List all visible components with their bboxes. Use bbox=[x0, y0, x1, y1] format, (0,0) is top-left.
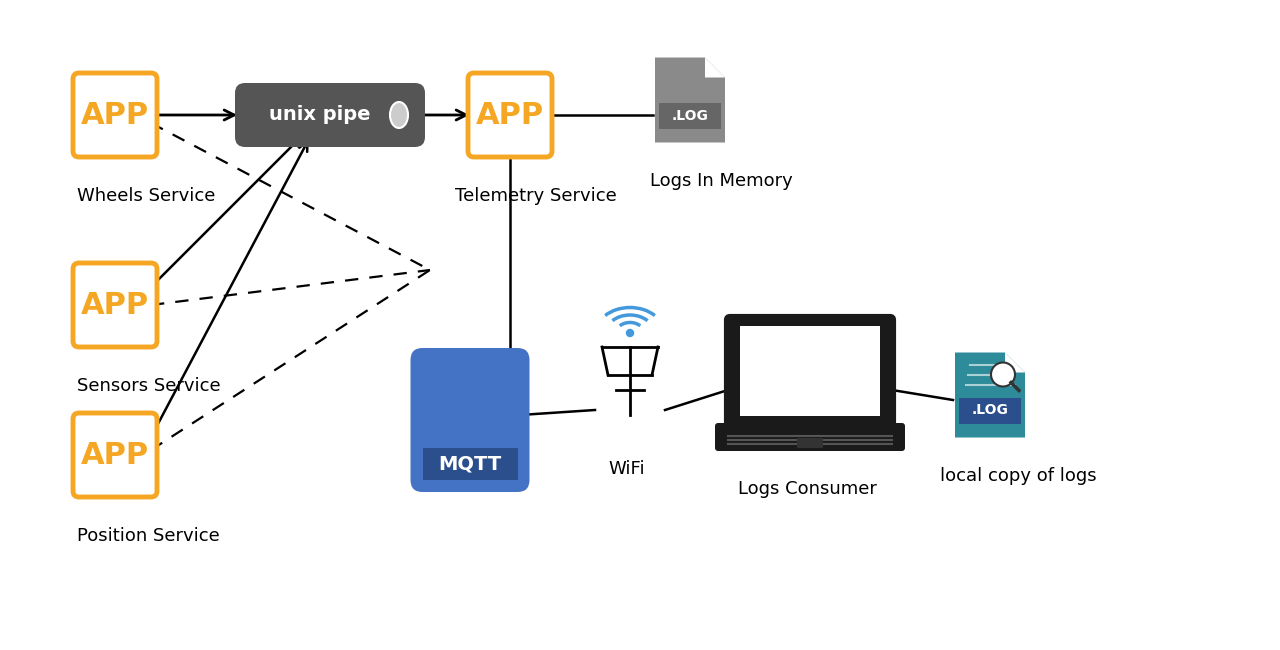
FancyBboxPatch shape bbox=[236, 83, 425, 147]
Polygon shape bbox=[655, 57, 724, 142]
Text: APP: APP bbox=[81, 101, 148, 129]
FancyBboxPatch shape bbox=[73, 263, 157, 347]
Text: Wheels Service: Wheels Service bbox=[77, 187, 215, 205]
Text: APP: APP bbox=[476, 101, 544, 129]
Text: .LOG: .LOG bbox=[972, 404, 1009, 417]
FancyBboxPatch shape bbox=[726, 316, 893, 434]
Text: Logs Consumer: Logs Consumer bbox=[739, 480, 877, 498]
Circle shape bbox=[626, 330, 634, 337]
Ellipse shape bbox=[390, 102, 408, 128]
FancyBboxPatch shape bbox=[411, 348, 530, 492]
Polygon shape bbox=[955, 352, 1025, 437]
FancyBboxPatch shape bbox=[422, 448, 517, 480]
Circle shape bbox=[991, 363, 1015, 387]
Text: Sensors Service: Sensors Service bbox=[77, 377, 220, 395]
Text: Logs In Memory: Logs In Memory bbox=[650, 172, 792, 190]
Text: APP: APP bbox=[81, 291, 148, 320]
Text: MQTT: MQTT bbox=[438, 454, 502, 473]
FancyBboxPatch shape bbox=[959, 398, 1021, 424]
Text: Telemetry Service: Telemetry Service bbox=[454, 187, 617, 205]
Text: Position Service: Position Service bbox=[77, 527, 220, 545]
FancyBboxPatch shape bbox=[468, 73, 552, 157]
Text: APP: APP bbox=[81, 441, 148, 469]
Text: local copy of logs: local copy of logs bbox=[940, 467, 1097, 485]
FancyBboxPatch shape bbox=[73, 73, 157, 157]
FancyBboxPatch shape bbox=[659, 103, 721, 129]
Polygon shape bbox=[705, 57, 724, 77]
FancyBboxPatch shape bbox=[73, 413, 157, 497]
FancyBboxPatch shape bbox=[797, 438, 823, 448]
Polygon shape bbox=[1005, 352, 1025, 372]
Text: WiFi: WiFi bbox=[608, 460, 645, 478]
Text: .LOG: .LOG bbox=[672, 109, 708, 122]
FancyBboxPatch shape bbox=[716, 423, 905, 451]
Text: unix pipe: unix pipe bbox=[269, 105, 371, 125]
FancyBboxPatch shape bbox=[740, 326, 881, 416]
